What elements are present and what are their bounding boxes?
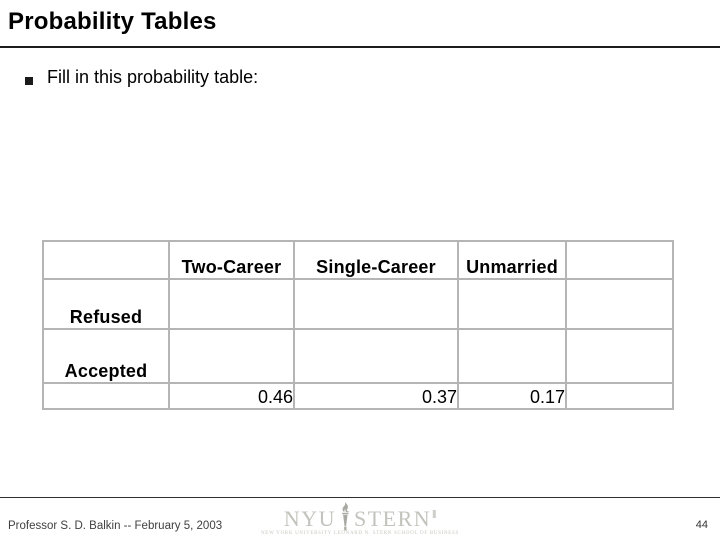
logo-trademark-icon — [433, 510, 437, 518]
bullet-text: Fill in this probability table: — [47, 67, 259, 87]
table-cell — [565, 382, 674, 410]
table-header-cell — [42, 240, 170, 280]
table-cell — [457, 278, 567, 330]
logo-stern-text: STERN — [353, 506, 432, 531]
footer-author-date: Professor S. D. Balkin -- February 5, 20… — [8, 520, 223, 532]
table-cell — [168, 278, 295, 330]
table-header-cell: Two-Career — [168, 240, 295, 280]
table-cell — [293, 278, 459, 330]
footer-divider — [0, 497, 720, 498]
row-label-cell: Refused — [42, 278, 170, 330]
table-cell — [293, 328, 459, 384]
table-header-cell — [565, 240, 674, 280]
table-row: Refused — [42, 278, 674, 330]
nyu-stern-logo: NYU STERN — [283, 502, 437, 531]
table-cell: 0.17 — [457, 382, 567, 410]
table-header-row: Two-Career Single-Career Unmarried — [42, 240, 674, 280]
torch-icon — [342, 502, 350, 531]
page-number: 44 — [695, 519, 708, 531]
table-cell: 0.46 — [168, 382, 295, 410]
table-cell — [565, 278, 674, 330]
logo-nyu-text: NYU — [283, 506, 336, 531]
title-divider — [0, 46, 720, 48]
table-cell — [168, 328, 295, 384]
table-header-cell: Unmarried — [457, 240, 567, 280]
table-cell — [565, 328, 674, 384]
table-header-cell: Single-Career — [293, 240, 459, 280]
row-label-cell: Accepted — [42, 328, 170, 384]
logo-caption: NEW YORK UNIVERSITY LEONARD N. STERN SCH… — [261, 531, 459, 536]
table-row: 0.46 0.37 0.17 — [42, 382, 674, 410]
bullet-square-icon — [25, 77, 33, 85]
table-cell: 0.37 — [293, 382, 459, 410]
table-row: Accepted — [42, 328, 674, 384]
row-label-cell — [42, 382, 170, 410]
page-title: Probability Tables — [8, 8, 217, 35]
table-cell — [457, 328, 567, 384]
probability-table: Two-Career Single-Career Unmarried Refus… — [42, 240, 674, 410]
